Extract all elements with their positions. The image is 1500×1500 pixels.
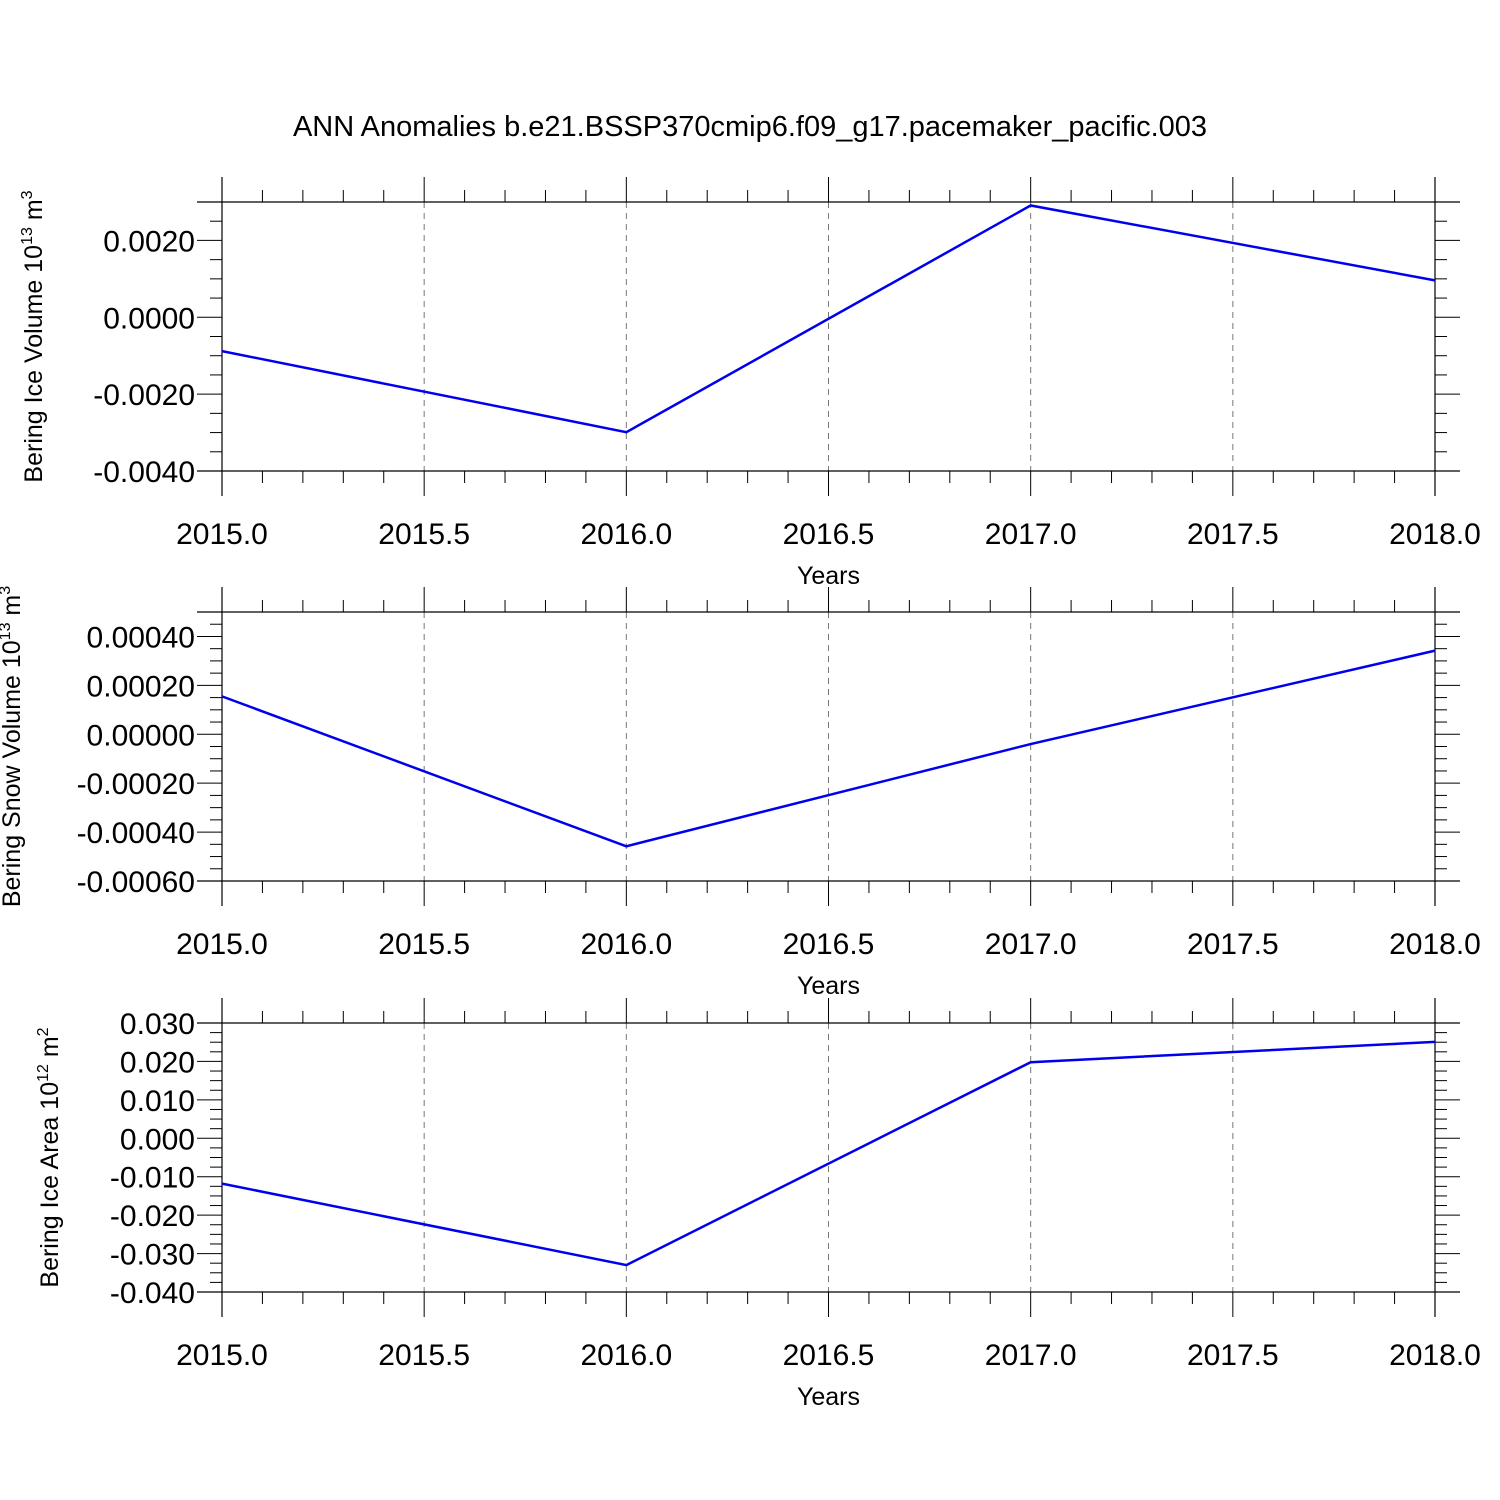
chart-panel-2: 2015.0 2015.5 2016.0 2016.5 2017.0 2017.5 2018… bbox=[0, 586, 1481, 1000]
chart-panel-1: 2015.0 2015.5 2016.0 2016.5 2017.0 2017.5 2018… bbox=[19, 177, 1481, 590]
x-tick-label: 2016.5 bbox=[783, 928, 875, 961]
x-tick-label: 2018.0 bbox=[1389, 928, 1481, 961]
x-tick-label: 2015.0 bbox=[176, 928, 268, 961]
page-title: ANN Anomalies b.e21.BSSP370cmip6.f09_g17… bbox=[292, 111, 1208, 143]
x-tick-label: 2017.0 bbox=[985, 928, 1077, 961]
x-tick-label: 2017.5 bbox=[1187, 1339, 1279, 1372]
y-tick-label: 0.00020 bbox=[87, 670, 195, 703]
x-tick-label: 2017.5 bbox=[1187, 518, 1279, 551]
y-axis-title: Bering Ice Area 1012 m2 bbox=[35, 1027, 64, 1287]
y-tick-label: -0.020 bbox=[110, 1200, 195, 1233]
x-tick-label: 2018.0 bbox=[1389, 518, 1481, 551]
series-line bbox=[221, 649, 1436, 848]
x-tick-label: 2015.5 bbox=[378, 928, 470, 961]
y-tick-label: -0.010 bbox=[110, 1162, 195, 1195]
x-tick-label: 2016.0 bbox=[580, 518, 672, 551]
y-tick-label: -0.00060 bbox=[77, 866, 195, 899]
y-tick-label: 0.00000 bbox=[87, 719, 195, 752]
series-line bbox=[221, 204, 1436, 434]
x-tick-label: 2016.5 bbox=[783, 1339, 875, 1372]
x-tick-label: 2016.5 bbox=[783, 518, 875, 551]
series-line bbox=[221, 1040, 1436, 1267]
x-tick-label: 2018.0 bbox=[1389, 1339, 1481, 1372]
y-tick-label: -0.040 bbox=[110, 1277, 195, 1310]
y-axis-title: Bering Ice Volume 1013 m3 bbox=[19, 190, 48, 482]
x-tick-label: 2017.0 bbox=[985, 518, 1077, 551]
x-axis-title: Years bbox=[797, 562, 860, 590]
y-tick-label: 0.00040 bbox=[87, 621, 195, 654]
y-tick-label: -0.0020 bbox=[93, 379, 195, 412]
chart-panel-3: 2015.0 2015.5 2016.0 2016.5 2017.0 2017.5 2018… bbox=[35, 998, 1481, 1411]
x-tick-label: 2016.0 bbox=[580, 928, 672, 961]
y-tick-label: -0.030 bbox=[110, 1239, 195, 1272]
y-tick-label: 0.020 bbox=[120, 1046, 195, 1079]
x-tick-label: 2015.5 bbox=[378, 1339, 470, 1372]
y-tick-label: 0.030 bbox=[120, 1008, 195, 1041]
x-tick-label: 2017.0 bbox=[985, 1339, 1077, 1372]
y-tick-label: 0.0000 bbox=[103, 302, 195, 335]
x-tick-label: 2015.0 bbox=[176, 518, 268, 551]
x-tick-label: 2015.5 bbox=[378, 518, 470, 551]
x-axis-title: Years bbox=[797, 1383, 860, 1411]
y-axis-title: Bering Snow Volume 1013 m3 bbox=[0, 586, 26, 907]
x-tick-label: 2015.0 bbox=[176, 1339, 268, 1372]
y-tick-label: -0.0040 bbox=[93, 456, 195, 489]
y-tick-label: -0.00020 bbox=[77, 768, 195, 801]
x-tick-label: 2017.5 bbox=[1187, 928, 1279, 961]
y-tick-label: 0.0020 bbox=[103, 225, 195, 258]
x-axis-title: Years bbox=[797, 972, 860, 1000]
y-tick-label: 0.010 bbox=[120, 1085, 195, 1118]
y-tick-label: -0.00040 bbox=[77, 817, 195, 850]
y-tick-label: 0.000 bbox=[120, 1123, 195, 1156]
x-tick-label: 2016.0 bbox=[580, 1339, 672, 1372]
